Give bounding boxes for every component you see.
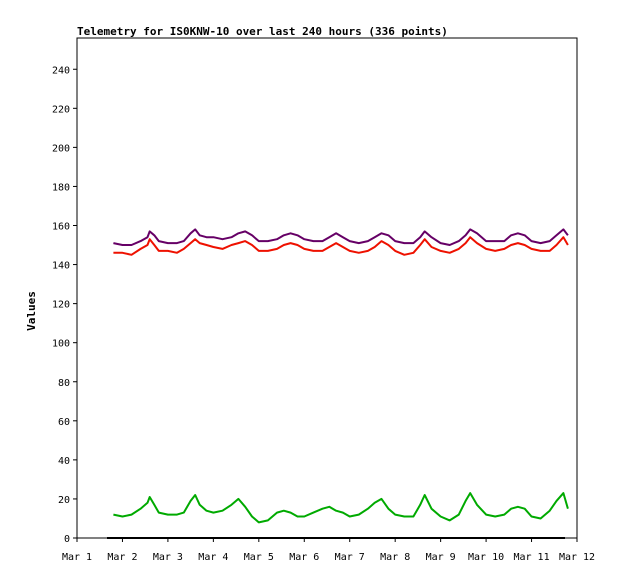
y-tick-label: 140	[52, 261, 70, 272]
series-line-3	[113, 492, 569, 524]
y-tick-label: 200	[52, 143, 70, 154]
x-tick-label: Mar 9	[426, 552, 456, 563]
y-tick-label: 80	[58, 378, 70, 389]
x-tick-label: Mar 12	[559, 552, 595, 563]
y-tick-label: 220	[52, 104, 70, 115]
y-axis-ticks: 0 20 40 60 80 100 120 140 160 180 200 220 240	[52, 65, 77, 545]
series-lines	[113, 228, 569, 524]
y-tick-label: 60	[58, 417, 70, 428]
x-tick-label: Mar 1	[62, 552, 92, 563]
y-tick-label: 40	[58, 456, 70, 467]
chart-title: Telemetry for IS0KNW-10 over last 240 ho…	[77, 25, 448, 38]
y-tick-label: 0	[64, 534, 70, 545]
y-tick-label: 100	[52, 339, 70, 350]
x-tick-label: Mar 11	[513, 552, 549, 563]
y-tick-label: 20	[58, 495, 70, 506]
x-tick-label: Mar 7	[335, 552, 365, 563]
x-axis-ticks: Mar 1 Mar 2 Mar 3 Mar 4 Mar 5 Mar 6 Mar 7 Mar 8…	[62, 538, 595, 563]
x-tick-label: Mar 3	[153, 552, 183, 563]
y-axis-label: Values	[25, 291, 38, 331]
x-tick-label: Mar 6	[289, 552, 319, 563]
x-tick-label: Mar 5	[244, 552, 274, 563]
series-line-2	[113, 236, 569, 256]
series-line-1	[113, 228, 569, 246]
y-tick-label: 180	[52, 182, 70, 193]
y-tick-label: 120	[52, 300, 70, 311]
plot-area-frame	[76, 37, 578, 539]
x-tick-label: Mar 2	[107, 552, 137, 563]
x-tick-label: Mar 10	[468, 552, 504, 563]
y-tick-label: 240	[52, 65, 70, 76]
x-tick-label: Mar 8	[380, 552, 410, 563]
y-tick-label: 160	[52, 222, 70, 233]
x-tick-label: Mar 4	[198, 552, 228, 563]
